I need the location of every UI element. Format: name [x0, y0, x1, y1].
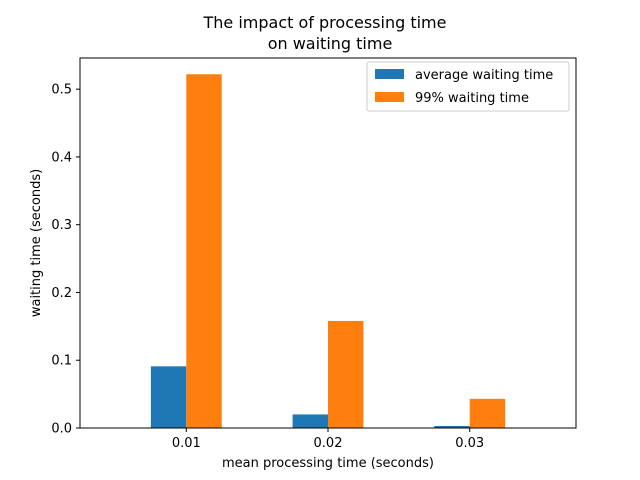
y-axis-label: waiting time (seconds)	[29, 169, 44, 317]
y-tick-label: 0.3	[51, 218, 72, 233]
x-axis-ticks: 0.01 0.02 0.03	[172, 428, 484, 451]
bar-99-waiting-time-0-03	[469, 398, 506, 428]
bar-average-waiting-time-0-02	[292, 414, 328, 428]
legend-swatch-average-waiting-time	[375, 69, 404, 79]
y-tick-label: 0.4	[51, 150, 72, 165]
x-axis-label: mean processing time (seconds)	[222, 456, 434, 471]
legend-swatch-99-waiting-time	[375, 92, 404, 102]
chart-title-line-1: The impact of processing time	[203, 13, 447, 32]
y-tick-label: 0.5	[51, 83, 72, 98]
chart-title-line-2: on waiting time	[268, 34, 393, 53]
y-tick-label: 0.2	[51, 286, 72, 301]
legend-box	[366, 61, 570, 112]
bars-group	[150, 74, 506, 428]
y-tick-label: 0.1	[51, 354, 72, 369]
y-axis-ticks: 0.0 0.1 0.2 0.3 0.4 0.5	[51, 83, 80, 437]
bar-average-waiting-time-0-03	[434, 425, 470, 428]
bar-99-waiting-time-0-02	[328, 320, 364, 428]
bar-99-waiting-time-0-01	[186, 74, 222, 428]
legend-label-99-waiting-time: 99% waiting time	[415, 91, 529, 106]
x-tick-label: 0.01	[172, 436, 201, 451]
plot-area-frame	[79, 57, 577, 429]
legend: average waiting time 99% waiting time	[366, 61, 570, 112]
x-tick-label: 0.02	[314, 436, 343, 451]
legend-label-average-waiting-time: average waiting time	[415, 68, 553, 83]
bar-average-waiting-time-0-01	[150, 366, 187, 428]
x-tick-label: 0.03	[455, 436, 484, 451]
y-tick-label: 0.0	[51, 422, 72, 437]
